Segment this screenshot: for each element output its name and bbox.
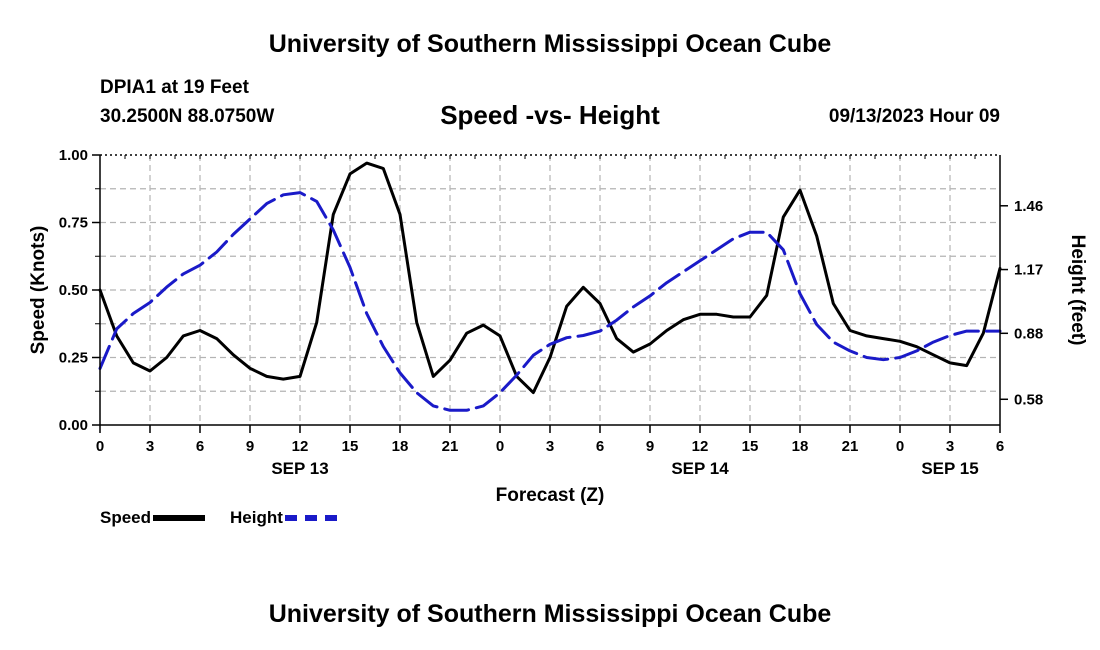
x-tick-label: 21 — [442, 438, 459, 455]
y2-tick-label: 1.46 — [1014, 198, 1043, 215]
grid — [100, 155, 1000, 425]
x-tick-label: 3 — [546, 438, 554, 455]
legend-speed: Speed — [100, 508, 206, 528]
legend-height-label: Height — [230, 508, 283, 527]
x-tick-label: 3 — [146, 438, 154, 455]
x-tick-label: 21 — [842, 438, 859, 455]
x-tick-label: 3 — [946, 438, 954, 455]
x-tick-label: 6 — [196, 438, 204, 455]
y-tick-label: 1.00 — [59, 147, 88, 164]
station-coordinates: 30.2500N 88.0750W — [100, 106, 275, 127]
x-tick-label: 15 — [342, 438, 359, 455]
y-tick-label: 0.50 — [59, 282, 88, 299]
x-tick-label: 0 — [96, 438, 104, 455]
x-tick-label: 15 — [742, 438, 759, 455]
legend-height-swatch — [284, 515, 337, 521]
legend-speed-label: Speed — [100, 508, 152, 527]
axes: 0 3 6 9 12 15 18 21 0 3 6 9 12 15 18 21 0 3 6 SEP 13 SEP 14 S… — [28, 147, 1088, 506]
x-tick-label: 6 — [596, 438, 604, 455]
top-title: University of Southern Mississippi Ocean… — [268, 30, 832, 58]
series-line-speed — [98, 161, 1002, 395]
y-axis-title: Speed (Knots) — [28, 226, 49, 355]
series-layer — [98, 161, 1002, 412]
date-label: SEP 13 — [271, 459, 328, 478]
x-tick-label: 0 — [896, 438, 904, 455]
x-tick-label: 6 — [996, 438, 1004, 455]
y2-tick-label: 0.58 — [1014, 391, 1043, 408]
y2-tick-label: 1.17 — [1014, 262, 1043, 279]
date-label: SEP 15 — [921, 459, 978, 478]
y2-tick-label: 0.88 — [1014, 325, 1043, 342]
run-time: 09/13/2023 Hour 09 — [828, 106, 1000, 127]
y-tick-label: 0.75 — [59, 215, 88, 232]
x-axis-title: Forecast (Z) — [496, 485, 605, 506]
x-tick-label: 9 — [646, 438, 654, 455]
x-tick-label: 18 — [392, 438, 409, 455]
x-tick-label: 9 — [246, 438, 254, 455]
legend-speed-swatch — [153, 515, 206, 521]
y-tick-label: 0.00 — [59, 417, 88, 434]
legend-height: Height — [230, 508, 337, 528]
x-tick-label: 12 — [692, 438, 709, 455]
x-tick-label: 0 — [496, 438, 504, 455]
y-tick-label: 0.25 — [59, 350, 88, 367]
chart-title: Speed -vs- Height — [440, 100, 660, 130]
x-tick-label: 18 — [792, 438, 809, 455]
date-label: SEP 14 — [671, 459, 729, 478]
x-tick-label: 12 — [292, 438, 309, 455]
bottom-title: University of Southern Mississippi Ocean… — [268, 600, 832, 628]
y2-axis-title: Height (feet) — [1067, 235, 1088, 346]
series-line-height — [98, 191, 1002, 412]
station-label: DPIA1 at 19 Feet — [100, 77, 249, 98]
